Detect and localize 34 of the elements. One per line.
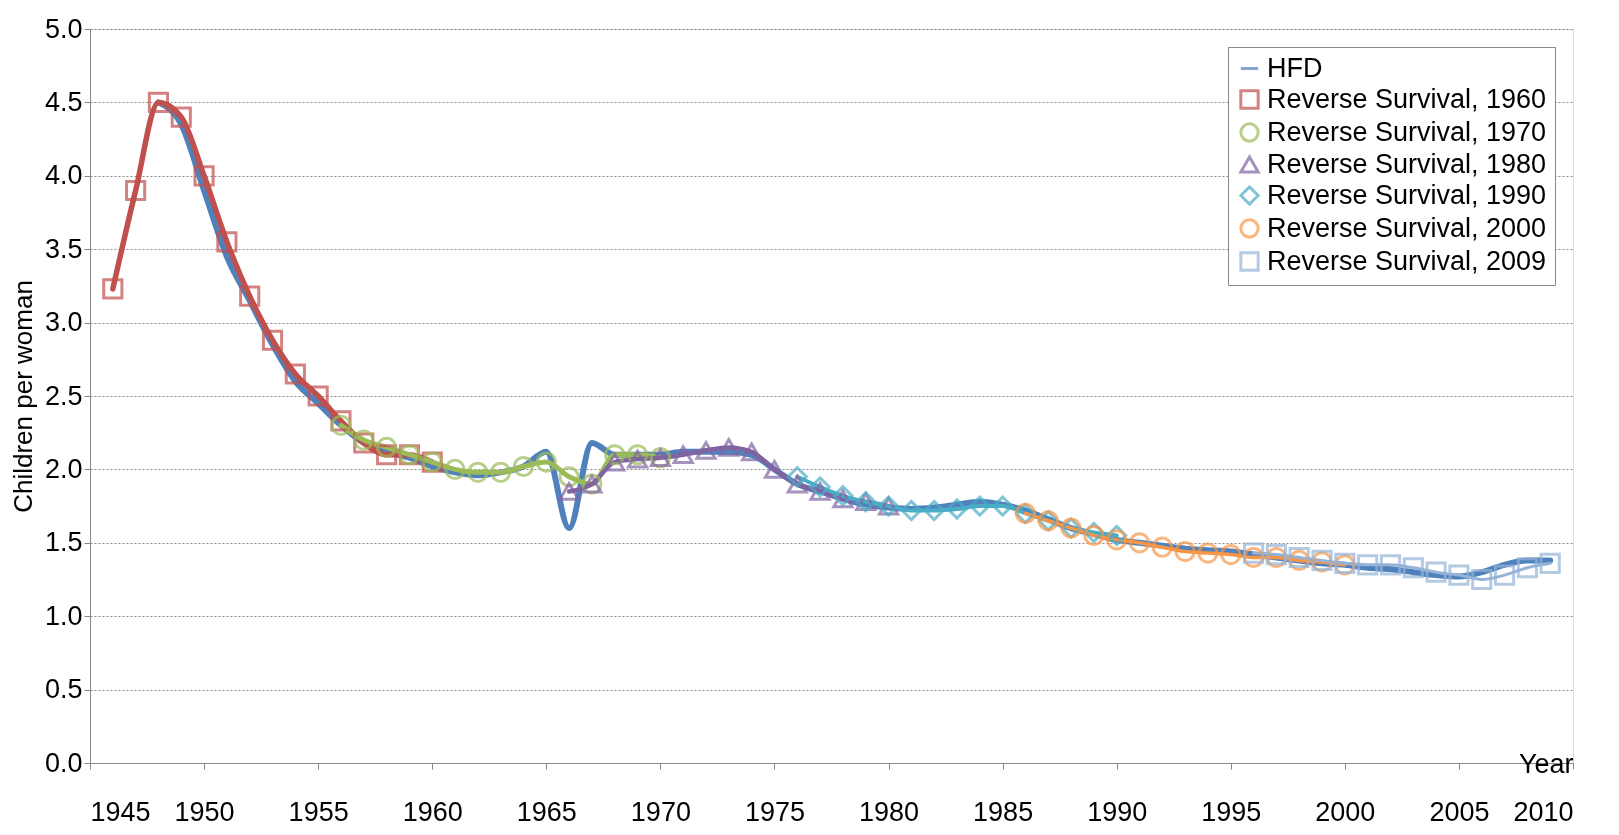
x-tick-label: 1970: [630, 796, 691, 827]
x-tick-label: 1975: [744, 796, 805, 827]
y-tick-label: 1.0: [44, 600, 83, 631]
x-tick-label: 1990: [1087, 796, 1148, 827]
x-tick-label: 1985: [973, 796, 1034, 827]
y-tick-label: 0.5: [44, 674, 83, 705]
x-tick-label: 2000: [1315, 796, 1376, 827]
legend-label: Reverse Survival, 1970: [1267, 116, 1547, 147]
y-tick-label: 4.0: [44, 160, 83, 191]
x-tick-label: 1980: [859, 796, 920, 827]
x-tick-label: 2005: [1429, 796, 1490, 827]
x-tick-label: 1960: [402, 796, 463, 827]
y-tick-label: 2.5: [44, 380, 83, 411]
y-tick-label: 0.0: [44, 747, 83, 778]
y-tick-label: 4.5: [44, 86, 83, 117]
y-tick-label: 3.5: [44, 233, 83, 264]
x-tick-label: 1950: [174, 796, 235, 827]
legend-label: Reverse Survival, 1960: [1267, 83, 1547, 114]
legend-label: Reverse Survival, 2000: [1267, 212, 1547, 243]
legend-label: HFD: [1267, 52, 1323, 83]
x-tick-label: 1945: [90, 796, 151, 827]
y-tick-label: 1.5: [44, 527, 83, 558]
x-axis-title: Year: [1518, 748, 1574, 779]
legend-label: Reverse Survival, 2009: [1267, 245, 1547, 276]
x-tick-label: 1995: [1201, 796, 1262, 827]
y-axis-title: Children per woman: [7, 280, 38, 513]
x-tick-label: 2010: [1513, 796, 1574, 827]
y-tick-label: 5.0: [44, 13, 83, 44]
legend-label: Reverse Survival, 1980: [1267, 148, 1547, 179]
x-tick-label: 1965: [516, 796, 577, 827]
y-tick-label: 3.0: [44, 307, 83, 338]
x-tick-label: 1955: [288, 796, 349, 827]
legend-label: Reverse Survival, 1990: [1267, 179, 1547, 210]
y-tick-label: 2.0: [44, 453, 83, 484]
